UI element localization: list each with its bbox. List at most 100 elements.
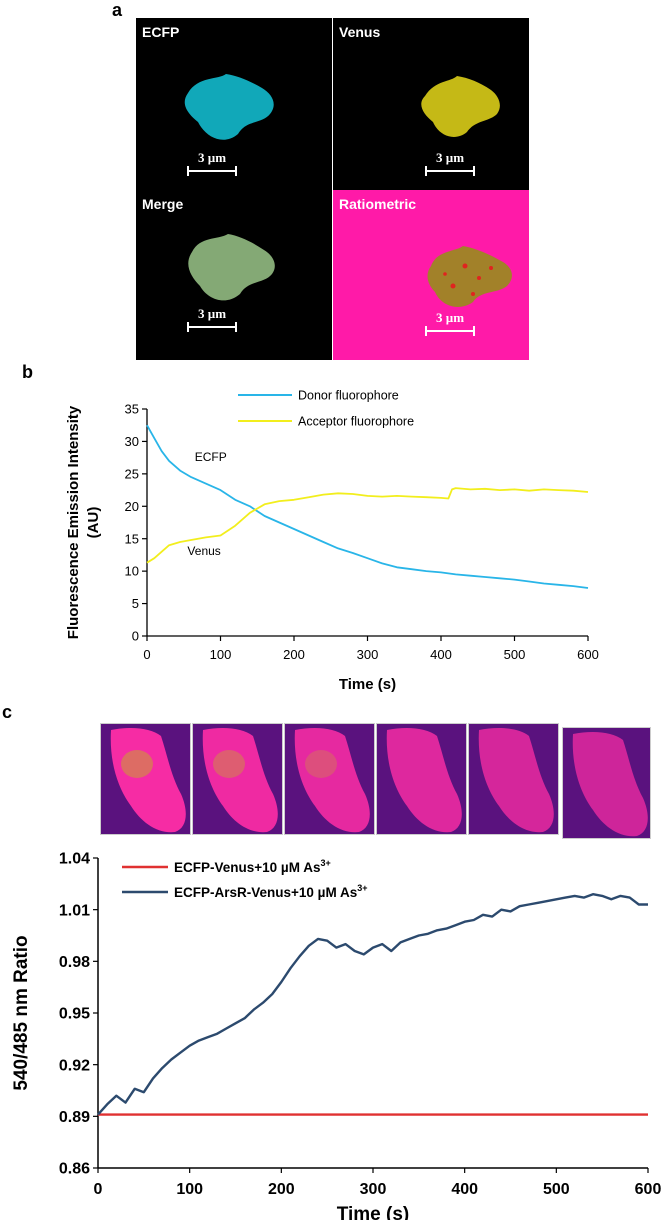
ratio-frame-1 [101, 724, 190, 834]
ratio-frame-image [386, 728, 462, 833]
legend-label-2: Acceptor fluorophore [298, 415, 414, 429]
cell-ratio-shape [202, 728, 278, 833]
cell-merge [188, 234, 275, 301]
x-tick-label: 600 [635, 1181, 662, 1198]
cell-yellow-region [305, 750, 337, 778]
y-tick-label: 25 [125, 466, 139, 481]
y-axis-title: 540/485 nm Ratio [11, 935, 32, 1090]
x-tick-label: 100 [176, 1181, 203, 1198]
legend-label-1: Donor fluorophore [298, 389, 399, 403]
chart-ratio: 0.86 0.89 0.92 0.95 0.98 1.01 1.04 0 100 200 300 40… [11, 851, 662, 1220]
x-tick-label: 200 [283, 647, 305, 662]
legend-label-1: ECFP-Venus+10 µM As3+ [174, 858, 331, 875]
y-axis-title-line1: Fluorescence Emission Intensity [65, 405, 82, 639]
panel-letter-a: a [112, 0, 123, 20]
y-tick-label: 10 [125, 564, 139, 579]
speckle [450, 283, 456, 289]
ratio-frame-2 [193, 724, 282, 834]
cell-ratio-shape [572, 732, 648, 837]
legend-superscript: 3+ [357, 883, 367, 893]
micrograph-venus: Venus 3 µm [333, 18, 529, 190]
speckle [462, 263, 468, 269]
speckle [443, 272, 447, 276]
x-tick-label: 100 [210, 647, 232, 662]
scale-bar-label: 3 µm [197, 306, 227, 321]
y-tick-label: 0.89 [59, 1109, 90, 1126]
x-tick-label: 200 [268, 1181, 295, 1198]
x-tick-label: 300 [360, 1181, 387, 1198]
x-tick-label: 500 [543, 1181, 570, 1198]
speckle [477, 276, 481, 280]
ratio-frame-image [202, 728, 278, 833]
y-tick-label: 1.01 [59, 902, 90, 919]
series-line-2 [146, 487, 589, 564]
y-tick-label: 0.98 [59, 954, 90, 971]
y-tick-label: 20 [125, 499, 139, 514]
panel-letter-c: c [2, 702, 13, 722]
scale-bar: 3 µm [425, 310, 475, 336]
scale-bar: 3 µm [425, 150, 475, 176]
scale-bar-label: 3 µm [435, 150, 465, 165]
y-axis-title-line2: (AU) [85, 507, 102, 539]
micrograph-ratiometric: Ratiometric 3 µm [333, 190, 529, 360]
x-axis-title: Time (s) [339, 676, 396, 693]
speckle [471, 292, 475, 296]
series-line-2 [97, 893, 648, 1116]
micrograph-ecfp: ECFP 3 µm [136, 18, 332, 190]
cell-shape [188, 234, 275, 301]
ratio-frame-6 [563, 728, 650, 838]
cell-shape [184, 74, 274, 140]
scale-bar: 3 µm [187, 150, 237, 176]
y-tick-label: 0.86 [59, 1161, 90, 1178]
ratio-frame-image [572, 732, 648, 837]
cell-ratio-shape [478, 728, 554, 833]
cell-yellow-region [121, 750, 153, 778]
x-tick-label: 400 [451, 1181, 478, 1198]
x-tick-label: 600 [577, 647, 599, 662]
y-tick-label: 1.04 [59, 851, 90, 868]
panel-letter-b: b [22, 362, 33, 382]
ratio-frame-4 [377, 724, 466, 834]
x-tick-label: 500 [504, 647, 526, 662]
x-tick-label: 300 [357, 647, 379, 662]
cell-ratio-shape [386, 728, 462, 833]
ratio-frame-5 [469, 724, 558, 834]
cell-ecfp [184, 74, 274, 140]
y-tick-label: 0.95 [59, 1006, 90, 1023]
x-axis-title: Time (s) [337, 1204, 410, 1220]
ratio-frame-image [294, 728, 370, 833]
micrograph-merge: Merge 3 µm [136, 190, 332, 360]
micrograph-label: Ratiometric [339, 196, 417, 212]
micrograph-label: ECFP [142, 24, 180, 40]
y-tick-label: 30 [125, 434, 139, 449]
y-tick-label: 0.92 [59, 1057, 90, 1074]
y-tick-label: 15 [125, 531, 139, 546]
legend-superscript: 3+ [320, 858, 330, 868]
legend-label-2: ECFP-ArsR-Venus+10 µM As3+ [174, 883, 367, 900]
cell-ratio-shape [110, 728, 186, 833]
ratio-frame-image [478, 728, 554, 833]
scale-bar-label: 3 µm [197, 150, 227, 165]
scale-bar: 3 µm [187, 306, 237, 332]
speckle [489, 266, 493, 270]
red-speckles [443, 263, 493, 296]
cell-ratio-shape [294, 728, 370, 833]
y-axis-title: Fluorescence Emission Intensity (AU) [65, 405, 102, 639]
y-tick-label: 0 [132, 629, 139, 644]
x-tick-label: 0 [94, 1181, 103, 1198]
cell-ratiometric [427, 246, 512, 307]
y-tick-label: 5 [132, 596, 139, 611]
micrograph-label: Venus [339, 24, 381, 40]
x-tick-label: 0 [143, 647, 150, 662]
chart-fluorescence-intensity: 0 5 10 15 20 25 30 35 0 100 200 300 400 500 600 Time (s… [65, 389, 599, 694]
annotation-venus: Venus [187, 544, 220, 558]
micrograph-label: Merge [142, 196, 184, 212]
y-tick-label: 35 [125, 402, 139, 417]
ratio-frame-3 [285, 724, 374, 834]
cell-yellow-region [213, 750, 245, 778]
scale-bar-label: 3 µm [435, 310, 465, 325]
annotation-ecfp: ECFP [195, 450, 227, 464]
cell-shape [421, 76, 500, 137]
ratio-frame-image [110, 728, 186, 833]
cell-venus [421, 76, 500, 137]
